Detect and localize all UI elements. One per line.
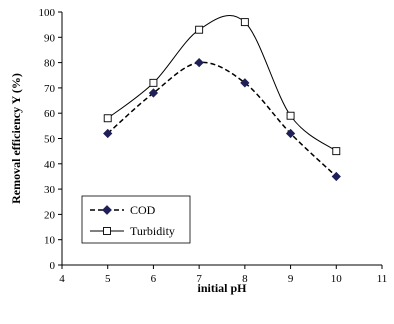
- data-point-diamond: [103, 128, 113, 139]
- legend-label: COD: [130, 203, 156, 217]
- x-tick-label: 9: [288, 273, 294, 285]
- y-tick-label: 10: [44, 235, 56, 247]
- series-line: [107, 61, 337, 177]
- data-point-diamond: [194, 57, 204, 68]
- y-tick-label: 30: [44, 184, 56, 196]
- series-cod: [103, 57, 341, 182]
- legend-item: COD: [90, 203, 156, 217]
- ticks: 0 10 20 30 40 50 60 70 80 90 100 4 5 6 7 8 9 10 11: [39, 7, 388, 285]
- y-tick-label: 100: [39, 7, 56, 19]
- data-point-square: [149, 78, 158, 87]
- data-point-diamond: [240, 78, 250, 88]
- legend-marker-diamond: [102, 205, 112, 215]
- x-tick-label: 8: [242, 273, 248, 285]
- x-tick-label: 7: [196, 273, 202, 285]
- legend-box: [81, 195, 191, 244]
- x-tick-label: 5: [105, 273, 111, 285]
- series-turbidity: [103, 15, 341, 156]
- data-point-diamond: [285, 128, 296, 139]
- legend-label: Turbidity: [130, 224, 175, 238]
- legend-marker-square: [103, 227, 111, 235]
- y-tick-label: 20: [44, 209, 56, 221]
- data-point-square: [286, 111, 295, 120]
- x-tick-label: 4: [59, 273, 65, 285]
- data-point-square: [195, 25, 204, 34]
- x-tick-label: 6: [151, 273, 157, 285]
- y-axis-title: Removal efficiency Y (%): [9, 73, 23, 204]
- y-tick-label: 60: [44, 108, 56, 120]
- y-tick-label: 70: [44, 83, 56, 95]
- data-point-square: [332, 147, 341, 156]
- legend: COD Turbidity: [81, 195, 191, 244]
- y-tick-label: 80: [44, 58, 56, 70]
- legend-item: Turbidity: [90, 224, 175, 238]
- y-tick-label: 0: [50, 260, 56, 272]
- series-line: [107, 15, 337, 152]
- x-tick-label: 11: [377, 273, 388, 285]
- data-point-square: [240, 18, 249, 27]
- data-point-square: [103, 114, 112, 123]
- y-tick-label: 40: [44, 159, 56, 171]
- data-point-diamond: [331, 171, 341, 182]
- y-tick-label: 90: [44, 32, 56, 44]
- y-tick-label: 50: [44, 134, 56, 146]
- data-point-diamond: [148, 88, 159, 98]
- x-axis-title: initial pH: [197, 281, 247, 295]
- x-tick-label: 10: [331, 273, 343, 285]
- series-layer: [103, 15, 341, 182]
